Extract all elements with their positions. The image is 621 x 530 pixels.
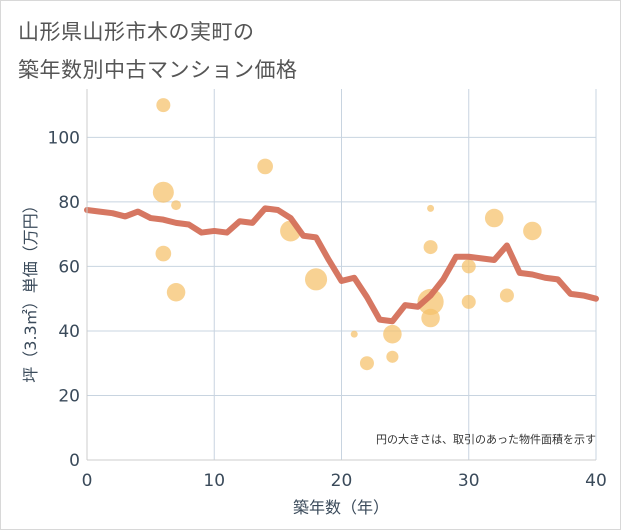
data-bubble bbox=[523, 221, 542, 241]
axes: 0 10 20 30 40 0 20 40 60 80 100 bbox=[48, 89, 607, 491]
data-bubble bbox=[461, 259, 476, 274]
x-tick-label: 40 bbox=[585, 471, 607, 491]
data-bubble bbox=[421, 308, 440, 328]
x-axis-label: 築年数（年） bbox=[293, 498, 389, 517]
x-tick-label: 0 bbox=[82, 471, 93, 491]
data-bubble bbox=[383, 324, 402, 344]
chart-title-line1: 山形県山形市木の実町の bbox=[18, 20, 255, 44]
y-tick-label: 80 bbox=[58, 193, 80, 213]
bubble-layer bbox=[152, 98, 542, 371]
data-bubble bbox=[156, 98, 171, 113]
data-bubble bbox=[499, 288, 514, 303]
data-bubble bbox=[359, 356, 374, 371]
gridlines bbox=[87, 89, 597, 460]
y-tick-label: 20 bbox=[58, 386, 80, 406]
data-bubble bbox=[152, 181, 174, 203]
average-price-line bbox=[84, 205, 599, 325]
y-tick-label: 100 bbox=[48, 128, 80, 148]
x-tick-label: 10 bbox=[203, 471, 225, 491]
x-tick-label: 20 bbox=[331, 471, 353, 491]
y-axis-label: 坪（3.3㎡）単価（万円） bbox=[21, 197, 40, 382]
data-bubble bbox=[461, 294, 476, 309]
bubble-size-note: 円の大きさは、取引のあった物件面積を示す bbox=[376, 432, 596, 446]
data-bubble bbox=[417, 288, 444, 316]
x-tick-label: 30 bbox=[458, 471, 480, 491]
data-bubble bbox=[427, 204, 435, 212]
y-tick-label: 60 bbox=[58, 257, 80, 277]
data-bubble bbox=[304, 268, 328, 291]
data-bubble bbox=[171, 200, 182, 211]
data-bubble bbox=[155, 245, 172, 262]
data-bubble bbox=[350, 330, 358, 338]
data-bubble bbox=[484, 208, 504, 228]
data-bubble bbox=[257, 158, 273, 175]
data-bubble bbox=[166, 282, 186, 302]
chart-title-line2: 築年数別中古マンション価格 bbox=[18, 58, 298, 82]
data-bubble bbox=[386, 350, 399, 363]
y-tick-label: 40 bbox=[58, 322, 80, 342]
data-bubble bbox=[423, 240, 438, 255]
y-tick-label: 0 bbox=[69, 451, 80, 471]
